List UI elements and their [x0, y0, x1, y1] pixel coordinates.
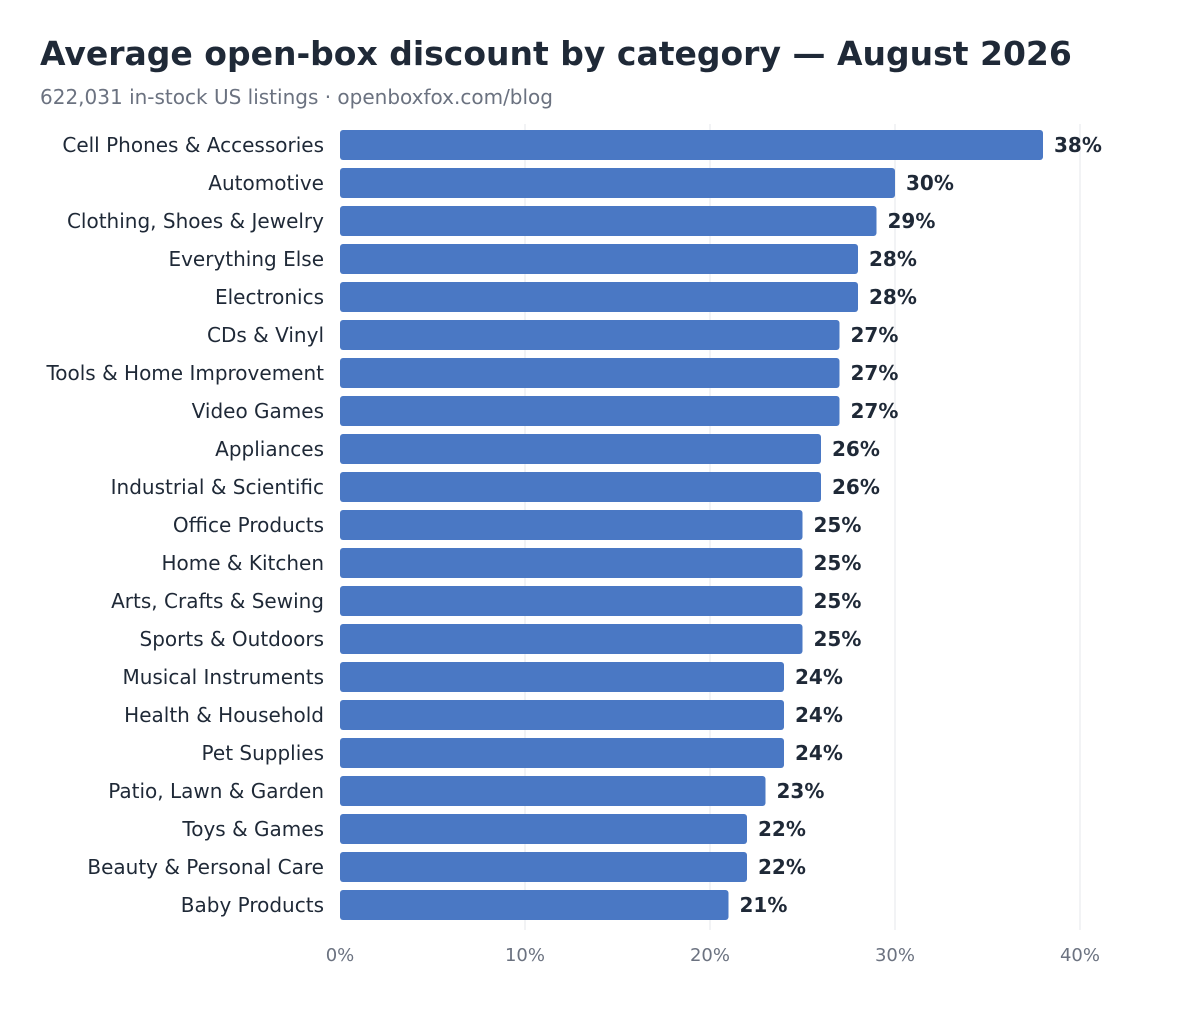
- category-label: Automotive: [208, 171, 324, 195]
- x-tick-label: 0%: [326, 945, 355, 966]
- category-label: Everything Else: [168, 247, 324, 271]
- category-label: Office Products: [173, 513, 324, 537]
- value-label: 22%: [758, 855, 806, 879]
- category-label: Baby Products: [181, 893, 324, 917]
- category-label: Electronics: [215, 285, 324, 309]
- bar: [340, 358, 840, 388]
- bar: [340, 662, 784, 692]
- bar: [340, 434, 821, 464]
- category-label: Pet Supplies: [202, 741, 324, 765]
- bar: [340, 510, 803, 540]
- value-label: 25%: [814, 627, 862, 651]
- x-tick-label: 20%: [690, 945, 730, 966]
- category-label: Appliances: [215, 437, 324, 461]
- category-labels: Cell Phones & Accessories Automotive Cloth…: [45, 133, 324, 917]
- bar: [340, 776, 766, 806]
- category-label: Toys & Games: [181, 817, 324, 841]
- chart-title: Average open-box discount by category — …: [40, 34, 1072, 73]
- category-label: CDs & Vinyl: [207, 323, 324, 347]
- bar: [340, 586, 803, 616]
- bar: [340, 244, 858, 274]
- category-label: Tools & Home Improvement: [45, 361, 324, 385]
- value-label: 27%: [851, 361, 899, 385]
- bar: [340, 396, 840, 426]
- value-label: 26%: [832, 437, 880, 461]
- category-label: Clothing, Shoes & Jewelry: [67, 209, 324, 233]
- value-label: 27%: [851, 323, 899, 347]
- bar: [340, 700, 784, 730]
- value-label: 24%: [795, 665, 843, 689]
- x-tick-label: 40%: [1060, 945, 1100, 966]
- bar: [340, 738, 784, 768]
- bar: [340, 472, 821, 502]
- category-label: Beauty & Personal Care: [87, 855, 324, 879]
- bar: [340, 168, 895, 198]
- x-tick-label: 10%: [505, 945, 545, 966]
- bar: [340, 624, 803, 654]
- bars: [340, 130, 1043, 920]
- chart-subtitle: 622,031 in-stock US listings · openboxfo…: [40, 85, 553, 109]
- category-label: Arts, Crafts & Sewing: [111, 589, 324, 613]
- value-labels: 38% 30% 29% 28% 28% 27% 27% 27% 26% 26% 25% 25% 25% 2…: [740, 133, 1102, 917]
- category-label: Cell Phones & Accessories: [62, 133, 324, 157]
- category-label: Musical Instruments: [122, 665, 324, 689]
- value-label: 24%: [795, 741, 843, 765]
- value-label: 25%: [814, 551, 862, 575]
- category-label: Health & Household: [124, 703, 324, 727]
- value-label: 27%: [851, 399, 899, 423]
- category-label: Sports & Outdoors: [140, 627, 325, 651]
- bar: [340, 852, 747, 882]
- x-tick-label: 30%: [875, 945, 915, 966]
- bar: [340, 890, 729, 920]
- value-label: 29%: [888, 209, 936, 233]
- value-label: 38%: [1054, 133, 1102, 157]
- value-label: 26%: [832, 475, 880, 499]
- category-label: Patio, Lawn & Garden: [108, 779, 324, 803]
- value-label: 22%: [758, 817, 806, 841]
- x-axis-tick-labels: 0% 10% 20% 30% 40%: [326, 945, 1100, 966]
- bar: [340, 320, 840, 350]
- category-label: Video Games: [192, 399, 324, 423]
- value-label: 28%: [869, 285, 917, 309]
- value-label: 25%: [814, 589, 862, 613]
- value-label: 25%: [814, 513, 862, 537]
- value-label: 28%: [869, 247, 917, 271]
- value-label: 24%: [795, 703, 843, 727]
- bar: [340, 206, 877, 236]
- value-label: 21%: [740, 893, 788, 917]
- bar: [340, 548, 803, 578]
- bar: [340, 130, 1043, 160]
- category-label: Industrial & Scientific: [111, 475, 324, 499]
- value-label: 23%: [777, 779, 825, 803]
- value-label: 30%: [906, 171, 954, 195]
- bar: [340, 282, 858, 312]
- bar: [340, 814, 747, 844]
- category-label: Home & Kitchen: [161, 551, 324, 575]
